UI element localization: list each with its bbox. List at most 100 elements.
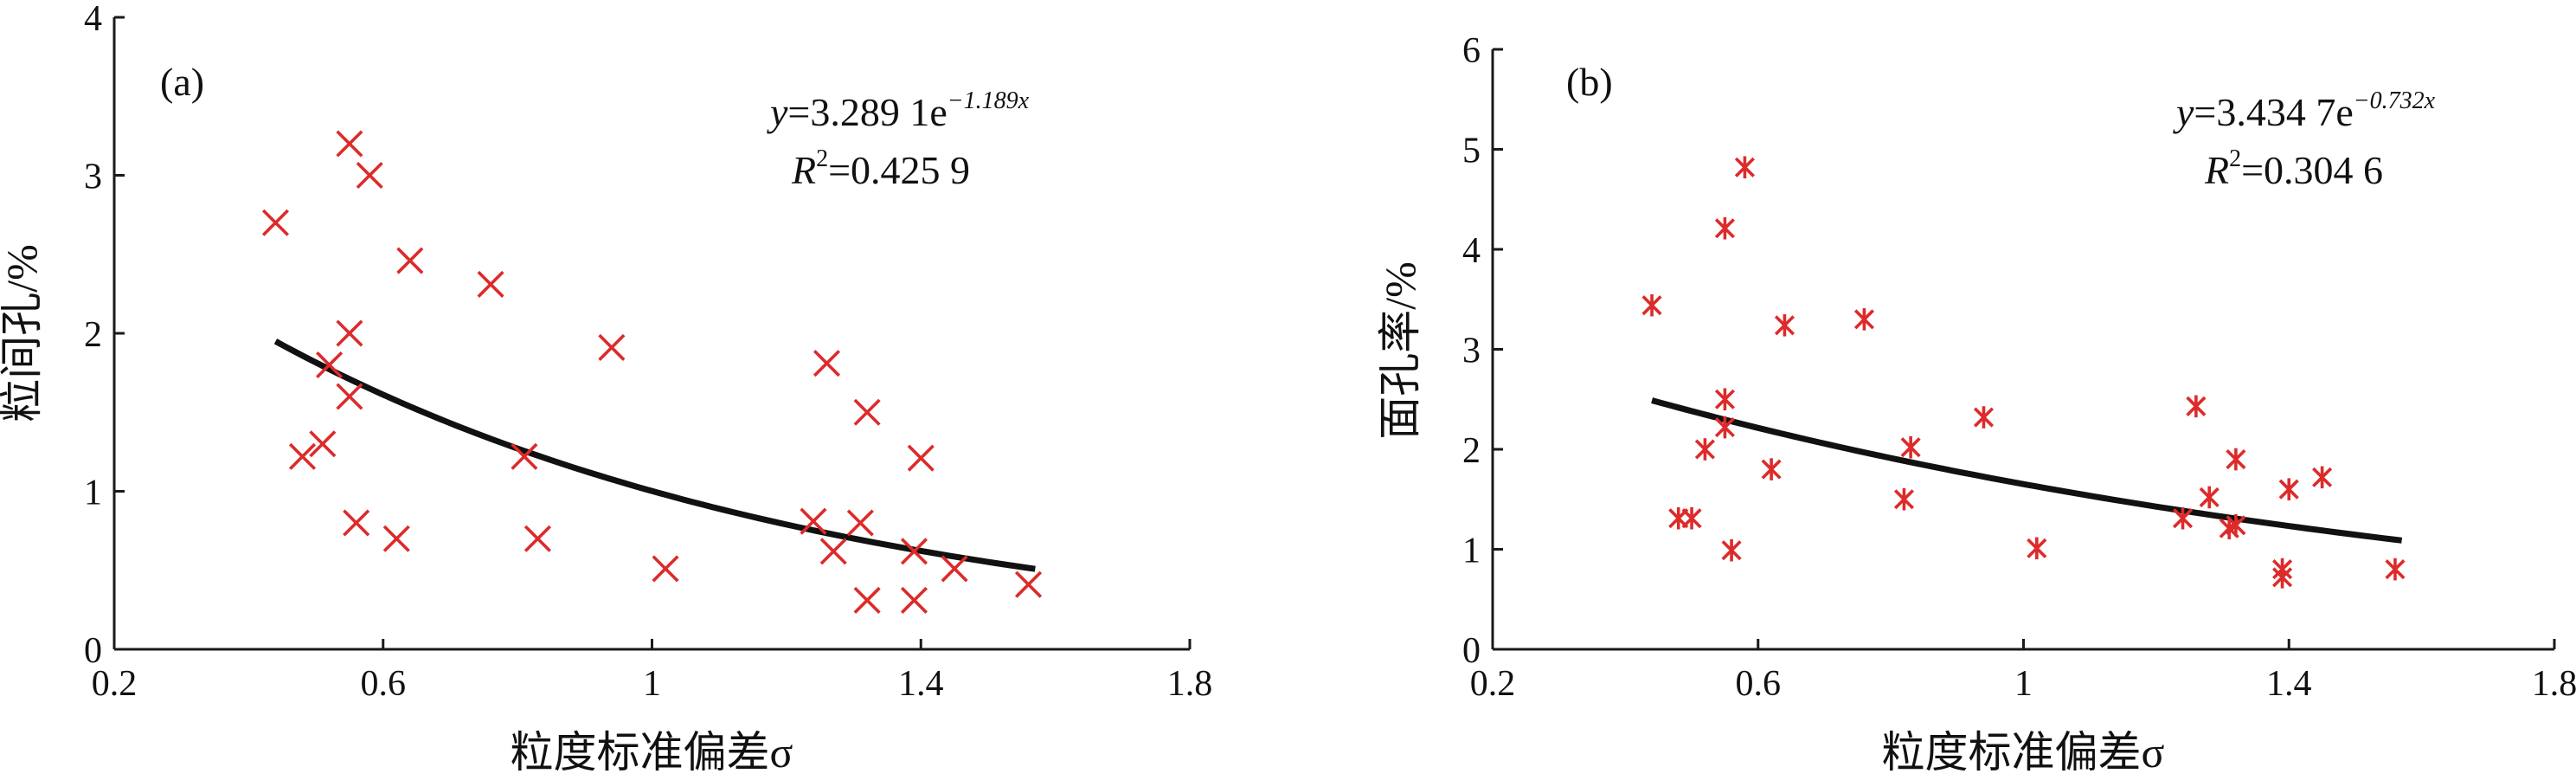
data-point xyxy=(900,586,928,614)
y-tick-label: 3 xyxy=(84,158,102,197)
marker-stroke xyxy=(288,442,317,470)
data-point xyxy=(853,586,881,614)
data-point xyxy=(1714,216,1735,240)
data-point xyxy=(1761,458,1782,480)
r-symbol: R xyxy=(791,148,816,192)
y-tick-label: 0 xyxy=(84,631,102,671)
panel-a: 0.2 0.6 1 1.4 1.8 0 1 2 3 4 粒度标准偏差σ 粒间孔/… xyxy=(0,0,1213,777)
data-point xyxy=(261,209,289,236)
x-tick-label: 1.4 xyxy=(898,664,944,704)
data-point xyxy=(1900,435,1921,459)
marker-stroke xyxy=(819,538,847,565)
data-point xyxy=(524,525,551,552)
eq-y-symbol: y xyxy=(767,90,788,134)
data-point xyxy=(1734,156,1755,179)
marker-stroke xyxy=(316,351,344,379)
y-tick-label: 2 xyxy=(84,315,102,355)
data-point xyxy=(819,538,847,565)
data-point xyxy=(652,555,679,583)
marker-stroke xyxy=(800,507,827,535)
data-point xyxy=(900,538,928,565)
x-tick-label: 0.6 xyxy=(1736,664,1782,704)
marker-stroke xyxy=(396,247,424,274)
panel-b: 0.2 0.6 1 1.4 1.8 0 1 2 3 4 5 6 粒度标准偏差σ … xyxy=(1376,31,2576,777)
data-point xyxy=(813,350,841,377)
data-point xyxy=(511,442,538,470)
marker-stroke xyxy=(336,130,363,158)
data-point xyxy=(907,444,935,472)
data-point xyxy=(2173,506,2194,530)
panel-b-ticks xyxy=(1491,48,2556,651)
data-point xyxy=(2186,395,2207,418)
r-value: =0.304 6 xyxy=(2241,148,2383,192)
data-point xyxy=(846,509,874,537)
r-squared: R2=0.304 6 xyxy=(2204,145,2383,192)
panel-a-data-points xyxy=(261,130,1043,614)
marker-stroke xyxy=(336,383,363,410)
r-sup: 2 xyxy=(816,145,828,172)
data-point xyxy=(1668,506,1689,530)
r-sup: 2 xyxy=(2229,145,2241,172)
panel-b-x-axis-title: 粒度标准偏差σ xyxy=(1882,728,2165,776)
data-point xyxy=(288,442,317,470)
data-point xyxy=(343,509,370,537)
r-value: =0.425 9 xyxy=(828,148,970,192)
y-tick-label: 3 xyxy=(1462,332,1481,371)
x-tick-label: 0.2 xyxy=(92,664,138,704)
data-point xyxy=(2272,566,2293,589)
data-point xyxy=(477,270,504,298)
y-tick-label: 2 xyxy=(1462,431,1481,471)
x-tick-label: 1.8 xyxy=(1167,664,1213,704)
marker-stroke xyxy=(900,586,928,614)
marker-stroke xyxy=(846,509,874,537)
marker-stroke xyxy=(853,398,881,426)
data-point xyxy=(1774,313,1795,337)
data-point xyxy=(2226,513,2246,537)
marker-stroke xyxy=(309,430,337,458)
eq-exponent: −1.189x xyxy=(948,87,1030,114)
data-point xyxy=(336,383,363,410)
panel-b-equation: y=3.434 7e−0.732x R2=0.304 6 xyxy=(2173,87,2436,192)
data-point xyxy=(853,398,881,426)
data-point xyxy=(1714,388,1735,411)
marker-stroke xyxy=(652,555,679,583)
panel-a-ticks xyxy=(112,16,1192,651)
panel-a-fit-curve xyxy=(273,338,1036,572)
panel-a-y-axis-title: 粒间孔/% xyxy=(0,244,46,422)
y-tick-label: 6 xyxy=(1462,31,1481,71)
data-point xyxy=(1641,293,1662,317)
y-tick-label: 0 xyxy=(1462,631,1481,671)
marker-stroke xyxy=(900,538,928,565)
data-point xyxy=(2199,486,2219,509)
data-point xyxy=(1853,308,1874,331)
marker-stroke xyxy=(907,444,935,472)
eq-body: =3.289 1e xyxy=(787,90,947,134)
data-point xyxy=(2278,478,2299,501)
panel-b-y-axis-title: 面孔率/% xyxy=(1376,261,1424,440)
marker-stroke xyxy=(356,161,383,190)
eq-y-symbol: y xyxy=(2173,90,2194,134)
panel-a-y-tick-labels: 0 1 2 3 4 xyxy=(84,0,102,671)
data-point xyxy=(382,525,410,552)
panel-b-x-tick-labels: 0.2 0.6 1 1.4 1.8 xyxy=(1470,664,2576,704)
y-tick-label: 1 xyxy=(1462,532,1481,571)
y-tick-label: 1 xyxy=(84,474,102,513)
marker-stroke xyxy=(1015,570,1043,598)
data-point xyxy=(1694,438,1715,461)
y-tick-label: 4 xyxy=(84,0,102,39)
data-point xyxy=(1721,538,1742,562)
marker-stroke xyxy=(336,319,363,347)
data-point xyxy=(2385,558,2406,581)
data-point xyxy=(336,130,363,158)
x-tick-label: 0.2 xyxy=(1470,664,1516,704)
marker-stroke xyxy=(598,333,626,361)
data-point xyxy=(1893,487,1915,511)
data-point xyxy=(800,507,827,535)
data-point xyxy=(598,333,626,361)
panel-b-y-tick-labels: 0 1 2 3 4 5 6 xyxy=(1462,31,1481,671)
x-tick-label: 1 xyxy=(643,664,661,704)
x-tick-label: 0.6 xyxy=(361,664,407,704)
data-point xyxy=(941,555,968,583)
marker-stroke xyxy=(382,525,410,552)
